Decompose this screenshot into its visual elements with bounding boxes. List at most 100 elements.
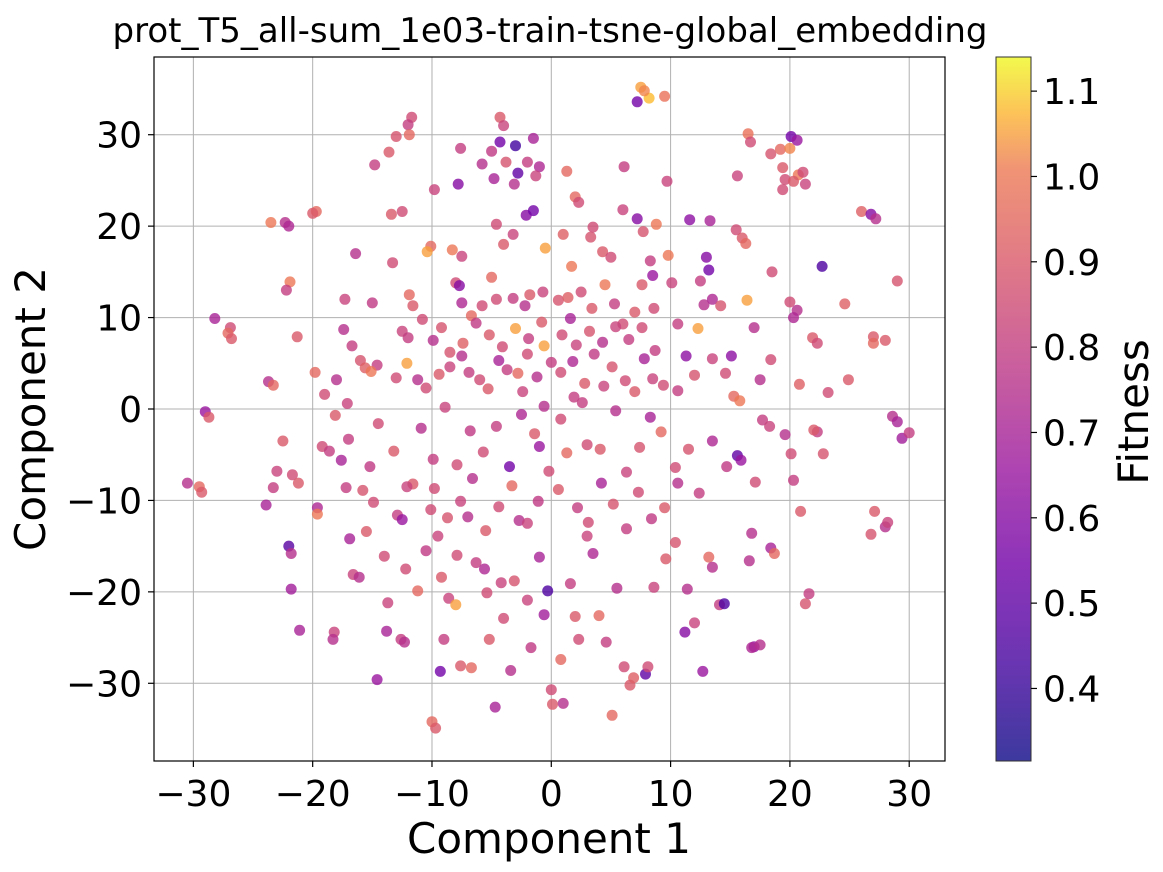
- scatter-point-263: [525, 642, 537, 654]
- scatter-point-85: [700, 251, 712, 263]
- scatter-point-45: [777, 184, 789, 196]
- y-tick-label-6: 30: [96, 116, 142, 157]
- scatter-point-290: [689, 617, 700, 629]
- scatter-point-182: [545, 356, 557, 368]
- scatter-point-396: [533, 441, 545, 452]
- scatter-point-79: [650, 218, 662, 230]
- scatter-point-187: [598, 380, 610, 392]
- colorbar-tick-label-2: 0.6: [1043, 499, 1100, 540]
- scatter-point-121: [519, 300, 531, 312]
- scatter-point-36: [784, 142, 796, 154]
- scatter-point-329: [568, 391, 580, 403]
- scatter-point-386: [597, 336, 609, 348]
- scatter-point-246: [443, 592, 455, 604]
- scatter-point-297: [743, 555, 755, 567]
- scatter-point-395: [444, 346, 456, 358]
- scatter-point-14: [527, 132, 539, 144]
- scatter-point-156: [286, 469, 298, 481]
- scatter-point-293: [706, 561, 718, 573]
- scatter-point-101: [339, 293, 351, 305]
- scatter-point-276: [593, 610, 605, 622]
- scatter-point-209: [181, 477, 193, 489]
- scatter-point-337: [621, 466, 632, 478]
- scatter-point-27: [403, 129, 415, 141]
- scatter-point-391: [470, 317, 482, 329]
- scatter-point-44: [799, 178, 811, 190]
- scatter-point-128: [586, 302, 598, 314]
- scatter-point-303: [768, 548, 780, 559]
- scatter-point-173: [463, 366, 475, 378]
- scatter-point-364: [521, 517, 533, 529]
- scatter-point-362: [532, 495, 544, 507]
- scatter-point-340: [451, 459, 463, 471]
- scatter-point-222: [340, 482, 352, 494]
- scatter-point-120: [507, 292, 519, 304]
- scatter-point-24: [369, 159, 381, 171]
- scatter-point-49: [704, 215, 716, 227]
- scatter-point-50: [265, 217, 277, 228]
- scatter-point-17: [533, 161, 545, 173]
- scatter-point-298: [746, 527, 758, 539]
- scatter-point-289: [681, 583, 693, 595]
- scatter-point-319: [779, 429, 791, 441]
- scatter-point-112: [436, 322, 447, 334]
- x-tick-label-2: −10: [394, 774, 470, 815]
- scatter-point-398: [517, 386, 529, 398]
- scatter-point-202: [754, 374, 766, 386]
- colorbar-tick-label-4: 0.8: [1043, 328, 1100, 369]
- scatter-point-267: [545, 684, 557, 696]
- scatter-point-324: [816, 260, 828, 272]
- scatter-point-399: [576, 397, 588, 409]
- scatter-point-136: [698, 299, 710, 311]
- scatter-point-356: [343, 433, 354, 445]
- scatter-point-213: [285, 583, 297, 595]
- scatter-point-210: [260, 499, 272, 511]
- scatter-point-66: [527, 205, 539, 217]
- scatter-point-206: [842, 374, 854, 386]
- scatter-point-338: [464, 425, 476, 437]
- colorbar: [995, 56, 1032, 762]
- x-tick-label-6: 30: [886, 774, 932, 815]
- scatter-point-148: [867, 337, 879, 349]
- scatter-point-159: [319, 388, 331, 400]
- scatter-point-73: [605, 251, 617, 263]
- scatter-point-22: [452, 178, 464, 190]
- scatter-point-161: [341, 398, 353, 409]
- scatter-point-137: [706, 293, 718, 305]
- scatter-point-375: [646, 513, 657, 525]
- scatter-point-172: [456, 350, 468, 362]
- scatter-point-52: [283, 220, 295, 232]
- scatter-point-248: [451, 549, 463, 561]
- x-tick-label-1: −20: [275, 774, 351, 815]
- scatter-point-228: [368, 496, 379, 508]
- scatter-point-288: [679, 626, 691, 638]
- scatter-point-190: [629, 386, 641, 398]
- y-tick-label-1: −20: [66, 573, 142, 614]
- scatter-point-67: [539, 242, 551, 254]
- scatter-point-336: [477, 446, 489, 458]
- scatter-point-300: [746, 642, 758, 654]
- scatter-point-96: [226, 333, 237, 345]
- scatter-point-358: [329, 409, 341, 421]
- scatter-point-185: [579, 377, 591, 389]
- colorbar-tick-label-6: 1.0: [1043, 157, 1100, 198]
- scatter-point-118: [486, 271, 498, 283]
- colorbar-label: Fitness: [1109, 339, 1158, 484]
- scatter-point-301: [754, 639, 766, 651]
- scatter-point-84: [684, 214, 696, 226]
- scatter-point-368: [493, 501, 505, 513]
- scatter-point-188: [606, 361, 618, 373]
- colorbar-tick-label-0: 0.4: [1043, 669, 1100, 710]
- scatter-point-240: [420, 545, 432, 557]
- scatter-point-10: [486, 145, 498, 157]
- y-tick-label-3: 0: [119, 390, 142, 431]
- scatter-point-155: [277, 435, 289, 447]
- scatter-point-307: [869, 505, 881, 517]
- scatter-point-321: [757, 414, 768, 426]
- scatter-point-29: [618, 161, 630, 173]
- scatter-point-320: [795, 505, 807, 517]
- scatter-point-138: [715, 300, 727, 312]
- scatter-point-274: [581, 530, 593, 542]
- scatter-point-220: [327, 633, 339, 645]
- scatter-point-19: [488, 173, 500, 185]
